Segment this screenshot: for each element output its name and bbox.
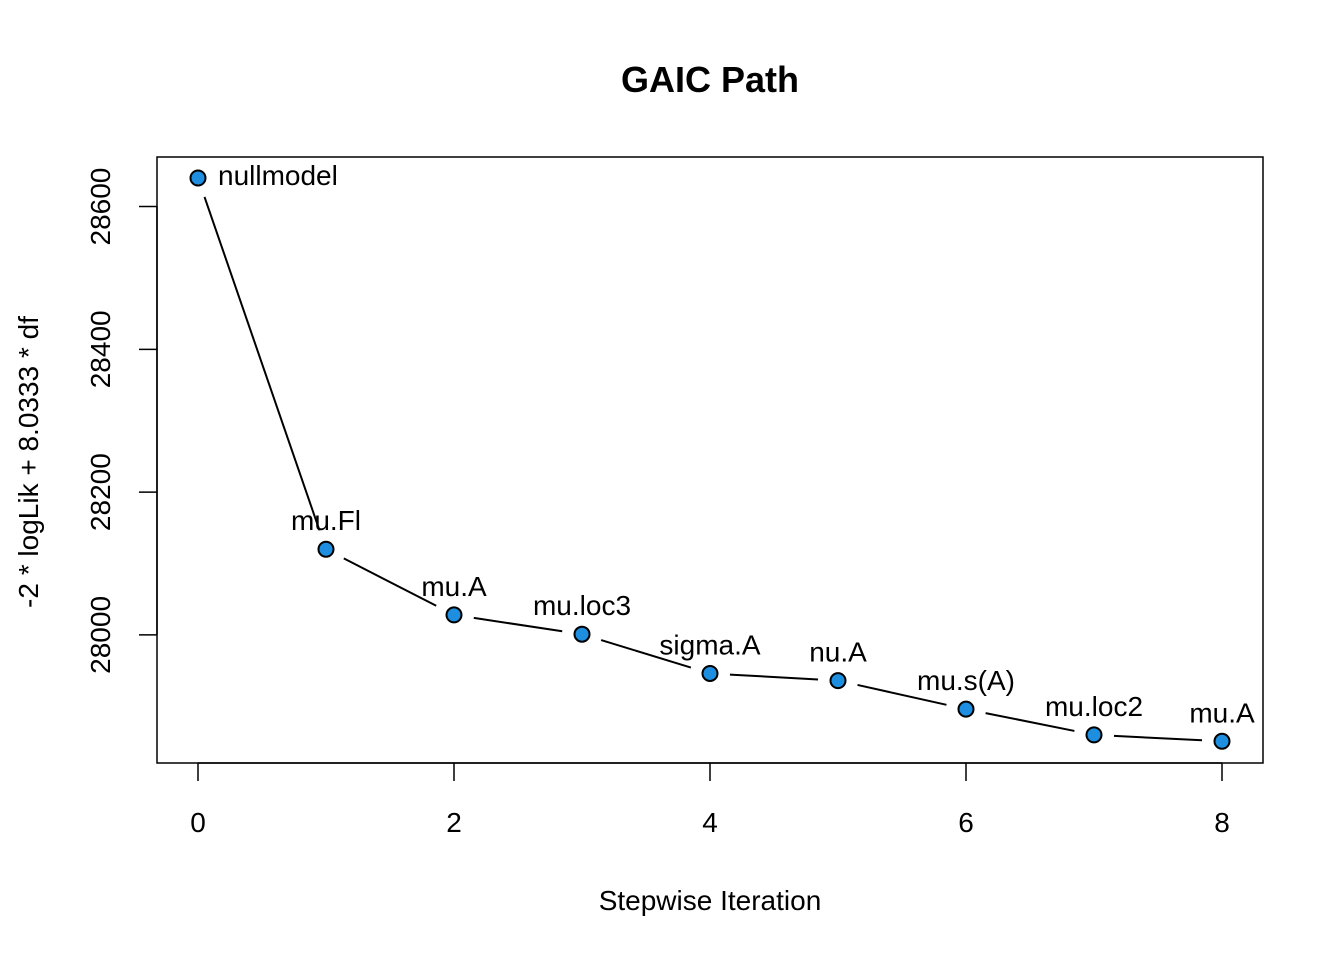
data-point-label: mu.loc2 [1045,691,1143,722]
x-tick-label: 2 [446,807,462,838]
data-point-label: sigma.A [659,629,760,660]
data-point [957,700,975,718]
x-axis-label: Stepwise Iteration [599,885,822,916]
data-point-label: mu.loc3 [533,590,631,621]
series-points [189,169,1231,750]
y-tick-label: 28400 [85,310,116,388]
data-point-label: mu.A [421,571,487,602]
data-point-label: nu.A [809,637,867,668]
series-line-segment [203,196,321,531]
data-point [1213,732,1231,750]
x-axis: 0 2 4 6 8 [190,762,1230,838]
y-tick-label: 28000 [85,596,116,674]
chart-title: GAIC Path [621,59,799,100]
x-tick-label: 8 [1214,807,1230,838]
data-point [445,606,463,624]
data-point [829,672,847,690]
x-tick-label: 0 [190,807,206,838]
series-point-labels: nullmodel mu.Fl mu.A mu.loc3 sigma.A nu.A mu.s… [218,160,1255,728]
series-line-segment [985,712,1075,732]
series-line-segment [343,557,437,607]
data-point-label: mu.s(A) [917,665,1015,696]
y-axis-label: -2 * logLik + 8.0333 * df [13,316,44,608]
series-line-segment [600,639,692,669]
data-point-label: nullmodel [218,160,338,191]
data-point-label: mu.Fl [291,505,361,536]
data-point [701,664,719,682]
data-point [573,625,591,643]
x-tick-label: 6 [958,807,974,838]
series-line-segment [473,616,563,633]
y-tick-label: 28600 [85,168,116,246]
data-point [317,540,335,558]
series-line-segments [203,196,1203,742]
y-axis: 28000 28200 28400 28600 [85,168,158,674]
x-tick-label: 4 [702,807,718,838]
data-point [189,169,207,187]
series-line-segment [1113,734,1203,742]
y-tick-label: 28200 [85,453,116,531]
series-line-segment [857,683,947,706]
data-point [1085,726,1103,744]
data-point-label: mu.A [1189,697,1255,728]
series-line-segment [729,673,819,681]
